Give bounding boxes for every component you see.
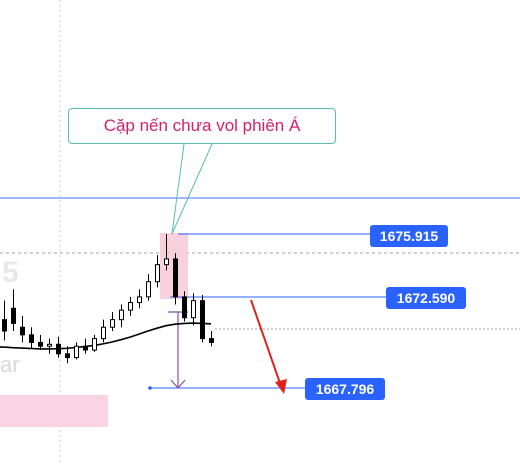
candle-bearish <box>200 300 205 340</box>
price-label-mid[interactable]: 1672.590 <box>386 287 466 309</box>
candle-bullish <box>164 258 169 266</box>
candle-bearish <box>20 326 25 336</box>
callout-pointer-left <box>171 143 185 235</box>
down-trend-arrow-line <box>250 299 282 387</box>
price-label-target[interactable]: 1667.796 <box>305 378 385 400</box>
candle-bullish <box>74 345 79 359</box>
candle-bullish <box>128 302 133 311</box>
callout-pointer-right <box>171 143 213 235</box>
candle-bearish <box>11 307 16 324</box>
candle-bullish <box>191 300 196 319</box>
candle-bearish <box>173 258 178 298</box>
watermark-glyph-top: 5 <box>2 256 19 289</box>
annotation-callout[interactable]: Cặp nến chưa vol phiên Á <box>68 108 336 144</box>
candles-group <box>2 234 214 364</box>
measure-arrow-head <box>170 379 186 389</box>
candle-bullish <box>119 309 124 321</box>
candle-bearish <box>29 334 34 343</box>
candle-bearish <box>182 296 187 319</box>
candle-bullish <box>47 343 52 347</box>
candle-bullish <box>101 326 106 340</box>
highlight-block <box>0 395 108 427</box>
candle-bullish <box>146 281 151 298</box>
candle-bearish <box>38 341 43 347</box>
level-line-target-dot <box>148 386 152 390</box>
down-trend-arrow-head <box>275 379 287 394</box>
candle-bearish <box>56 343 61 355</box>
candle-bullish <box>92 338 97 351</box>
annotation-callout-text: Cặp nến chưa vol phiên Á <box>103 116 301 135</box>
candle-bearish <box>2 319 7 332</box>
candle-bearish <box>209 338 214 343</box>
candle-bearish <box>83 345 88 351</box>
candle-bullish <box>110 319 115 328</box>
price-label-high[interactable]: 1675.915 <box>370 225 448 247</box>
candle-bullish <box>155 264 160 283</box>
candle-bearish <box>65 353 70 359</box>
moving-average-line <box>0 322 212 350</box>
watermark-glyph-bottom: ar <box>0 352 20 377</box>
candle-bullish <box>137 296 142 304</box>
